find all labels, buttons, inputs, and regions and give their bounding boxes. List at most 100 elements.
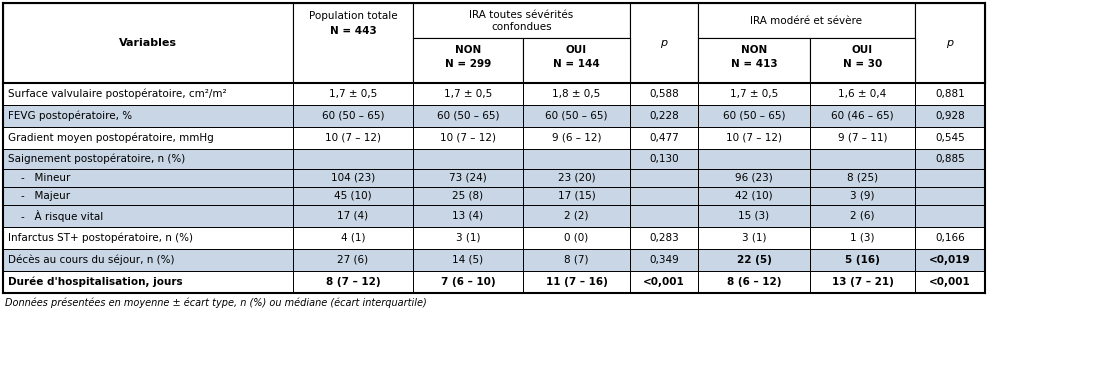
Bar — [810, 271, 915, 293]
Bar — [630, 127, 698, 149]
Bar — [915, 105, 985, 127]
Bar — [915, 169, 985, 187]
Text: 22 (5): 22 (5) — [736, 255, 771, 265]
Text: 27 (6): 27 (6) — [338, 255, 368, 265]
Bar — [810, 149, 915, 169]
Text: 0,130: 0,130 — [649, 154, 679, 164]
Bar — [810, 105, 915, 127]
Text: 8 (25): 8 (25) — [847, 173, 878, 183]
Bar — [413, 149, 523, 169]
Bar — [630, 271, 698, 293]
Text: Infarctus ST+ postopératoire, n (%): Infarctus ST+ postopératoire, n (%) — [8, 233, 192, 243]
Bar — [630, 205, 698, 227]
Text: -   Majeur: - Majeur — [21, 191, 70, 201]
Text: 10 (7 – 12): 10 (7 – 12) — [440, 133, 496, 143]
Bar — [293, 105, 413, 127]
Text: 14 (5): 14 (5) — [452, 255, 483, 265]
Text: 1,7 ± 0,5: 1,7 ± 0,5 — [444, 89, 492, 99]
Text: <0,001: <0,001 — [643, 277, 685, 287]
Text: IRA toutes sévérités: IRA toutes sévérités — [469, 10, 574, 20]
Bar — [698, 83, 810, 105]
Text: Variables: Variables — [119, 38, 177, 48]
Text: 3 (1): 3 (1) — [742, 233, 767, 243]
Text: 8 (7): 8 (7) — [564, 255, 589, 265]
Bar — [413, 187, 523, 205]
Text: 3 (1): 3 (1) — [455, 233, 480, 243]
Text: FEVG postopératoire, %: FEVG postopératoire, % — [8, 111, 132, 121]
Bar — [630, 3, 698, 83]
Text: 0,477: 0,477 — [649, 133, 679, 143]
Text: <0,019: <0,019 — [929, 255, 971, 265]
Text: Population totale: Population totale — [309, 11, 397, 21]
Bar — [630, 105, 698, 127]
Text: 13 (4): 13 (4) — [452, 211, 483, 221]
Bar — [3, 205, 293, 227]
Bar — [698, 3, 915, 38]
Text: 0,545: 0,545 — [935, 133, 965, 143]
Bar — [698, 149, 810, 169]
Bar — [915, 3, 985, 83]
Text: 60 (50 – 65): 60 (50 – 65) — [723, 111, 786, 121]
Bar — [523, 38, 630, 83]
Text: N = 443: N = 443 — [330, 26, 376, 36]
Text: OUI: OUI — [566, 45, 587, 55]
Text: -   Mineur: - Mineur — [21, 173, 70, 183]
Bar — [523, 127, 630, 149]
Bar — [523, 249, 630, 271]
Bar — [810, 38, 915, 83]
Text: N = 299: N = 299 — [445, 59, 491, 69]
Text: 17 (4): 17 (4) — [338, 211, 368, 221]
Bar — [413, 249, 523, 271]
Bar — [698, 249, 810, 271]
Bar — [698, 271, 810, 293]
Bar — [3, 249, 293, 271]
Text: 42 (10): 42 (10) — [735, 191, 773, 201]
Bar — [698, 38, 810, 83]
Bar — [698, 105, 810, 127]
Bar — [630, 249, 698, 271]
Text: N = 413: N = 413 — [731, 59, 778, 69]
Text: N = 144: N = 144 — [553, 59, 600, 69]
Text: confondues: confondues — [491, 22, 552, 32]
Text: 17 (15): 17 (15) — [557, 191, 595, 201]
Text: 2 (2): 2 (2) — [564, 211, 589, 221]
Text: 0,928: 0,928 — [935, 111, 965, 121]
Bar — [293, 149, 413, 169]
Text: IRA modéré et sévère: IRA modéré et sévère — [751, 15, 863, 25]
Bar — [293, 271, 413, 293]
Bar — [810, 169, 915, 187]
Bar — [413, 83, 523, 105]
Text: 0,881: 0,881 — [935, 89, 965, 99]
Text: 25 (8): 25 (8) — [452, 191, 483, 201]
Bar — [3, 187, 293, 205]
Text: 8 (6 – 12): 8 (6 – 12) — [726, 277, 781, 287]
Bar — [413, 38, 523, 83]
Text: 11 (7 – 16): 11 (7 – 16) — [546, 277, 608, 287]
Bar — [630, 83, 698, 105]
Text: 10 (7 – 12): 10 (7 – 12) — [325, 133, 380, 143]
Text: 73 (24): 73 (24) — [449, 173, 487, 183]
Bar — [915, 271, 985, 293]
Bar — [698, 169, 810, 187]
Text: 1 (3): 1 (3) — [850, 233, 875, 243]
Text: p: p — [660, 38, 668, 48]
Bar — [810, 83, 915, 105]
Bar — [413, 169, 523, 187]
Bar — [293, 205, 413, 227]
Text: 4 (1): 4 (1) — [341, 233, 365, 243]
Bar — [3, 83, 293, 105]
Bar — [3, 271, 293, 293]
Text: Saignement postopératoire, n (%): Saignement postopératoire, n (%) — [8, 154, 186, 164]
Bar — [413, 127, 523, 149]
Bar — [3, 3, 985, 293]
Text: 8 (7 – 12): 8 (7 – 12) — [326, 277, 380, 287]
Bar — [915, 127, 985, 149]
Bar — [293, 127, 413, 149]
Text: NON: NON — [455, 45, 481, 55]
Bar — [915, 187, 985, 205]
Text: 60 (50 – 65): 60 (50 – 65) — [545, 111, 608, 121]
Text: 1,7 ± 0,5: 1,7 ± 0,5 — [329, 89, 377, 99]
Bar — [698, 187, 810, 205]
Bar — [523, 169, 630, 187]
Bar — [3, 3, 293, 83]
